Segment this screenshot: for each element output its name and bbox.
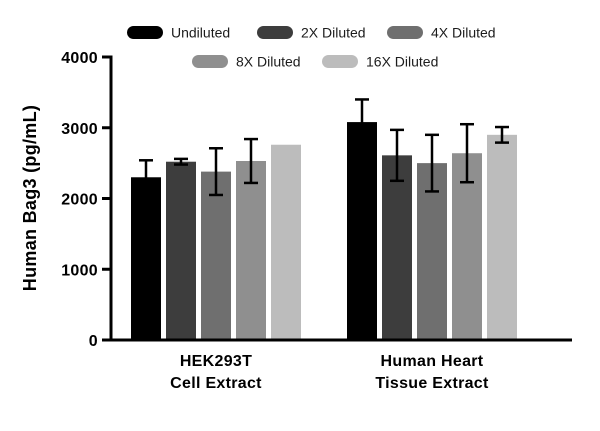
- bar-chart-figure: Undiluted 2X Diluted 4X Diluted 8X Diluted 1…: [0, 0, 600, 431]
- x-category-label: Tissue Extract: [375, 375, 489, 392]
- x-category-label: HEK293T: [180, 353, 252, 370]
- legend-swatch-0: [127, 26, 163, 39]
- bar: [271, 145, 301, 340]
- bar: [236, 161, 266, 340]
- x-category-label: Cell Extract: [170, 375, 262, 392]
- y-tick-label: 1000: [61, 262, 98, 279]
- y-axis-title: Human Bag3 (pg/mL): [20, 105, 40, 291]
- legend-label-3: 8X Diluted: [236, 54, 301, 70]
- legend-swatch-3: [192, 55, 228, 68]
- bar: [166, 162, 196, 340]
- y-tick-label: 2000: [61, 192, 98, 209]
- bar-chart: Undiluted 2X Diluted 4X Diluted 8X Diluted 1…: [0, 0, 600, 431]
- legend-label-1: 2X Diluted: [301, 25, 366, 41]
- legend-label-2: 4X Diluted: [431, 25, 496, 41]
- y-tick-label: 0: [89, 333, 98, 350]
- x-category-label: Human Heart: [381, 353, 484, 370]
- bar: [201, 172, 231, 340]
- legend-swatch-1: [257, 26, 293, 39]
- bar: [382, 155, 412, 340]
- legend-label-4: 16X Diluted: [366, 54, 438, 70]
- y-tick-label: 3000: [61, 121, 98, 138]
- y-tick-label: 4000: [61, 50, 98, 67]
- bar: [487, 135, 517, 340]
- bar: [131, 177, 161, 340]
- legend-swatch-2: [387, 26, 423, 39]
- bar: [347, 122, 377, 340]
- legend-label-0: Undiluted: [171, 25, 230, 41]
- legend-swatch-4: [322, 55, 358, 68]
